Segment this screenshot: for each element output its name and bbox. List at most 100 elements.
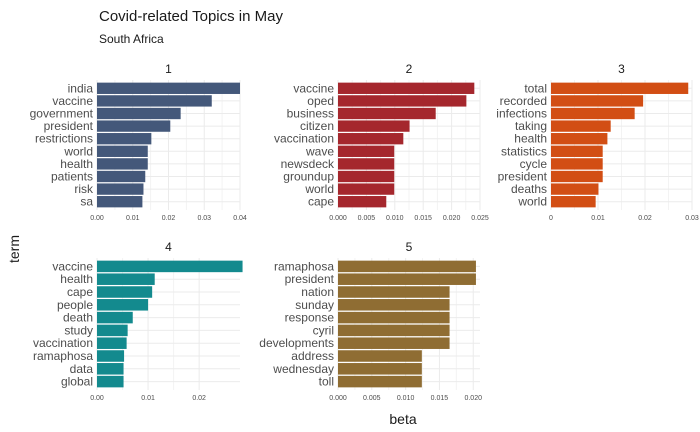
facet-panel-5: ramaphosapresidentnationsundayresponsecy…: [259, 240, 482, 402]
bar-government: [97, 107, 181, 120]
term-label: health: [514, 132, 547, 146]
x-tick-label: 0.015: [431, 395, 449, 402]
x-tick-label: 0.03: [197, 215, 211, 222]
bar-world: [551, 196, 596, 208]
bar-president: [338, 273, 476, 285]
bar-vaccination: [338, 133, 404, 145]
bar-recorded: [551, 95, 644, 107]
x-tick-label: 0.010: [386, 215, 404, 222]
bar-ramaphosa: [338, 260, 476, 273]
bar-risk: [97, 183, 144, 195]
term-label: cyril: [313, 323, 334, 337]
term-label: vaccine: [52, 94, 93, 108]
facet-strip-label: 4: [165, 240, 172, 254]
term-label: risk: [74, 182, 94, 196]
term-label: cape: [67, 285, 93, 299]
term-label: data: [70, 362, 94, 376]
x-tick-label: 0.005: [363, 395, 381, 402]
x-tick-label: 0.025: [471, 215, 489, 222]
x-tick-label: 0.00: [90, 215, 104, 222]
term-label: address: [291, 349, 334, 363]
term-label: president: [498, 170, 548, 184]
bar-world: [338, 183, 395, 195]
bar-health: [97, 158, 148, 170]
term-label: citizen: [300, 119, 334, 133]
term-label: president: [285, 272, 335, 286]
term-label: wednesday: [272, 362, 334, 376]
bar-patients: [97, 170, 146, 183]
x-tick-label: 0.020: [464, 395, 482, 402]
term-label: vaccine: [293, 81, 334, 95]
x-tick-label: 0.000: [329, 395, 347, 402]
term-label: infections: [496, 107, 547, 121]
bar-cape: [97, 286, 153, 298]
bar-president: [97, 120, 171, 132]
bar-cycle: [551, 158, 603, 170]
bar-world: [97, 145, 148, 157]
x-tick-label: 0.020: [443, 215, 461, 222]
x-tick-label: 0.010: [397, 395, 415, 402]
facet-panel-3: totalrecordedinfectionstakinghealthstati…: [496, 62, 699, 222]
term-label: patients: [51, 170, 93, 184]
term-label: india: [68, 81, 94, 95]
bar-vaccination: [97, 337, 127, 349]
x-tick-label: 0.00: [90, 395, 104, 402]
bar-newsdeck: [338, 158, 395, 170]
bar-death: [97, 311, 133, 324]
bar-wave: [338, 145, 395, 157]
term-label: newsdeck: [281, 157, 335, 171]
term-label: nation: [301, 285, 334, 299]
bar-wednesday: [338, 363, 422, 375]
bar-statistics: [551, 145, 603, 157]
bar-taking: [551, 120, 611, 132]
x-tick-label: 0.000: [329, 215, 347, 222]
term-label: oped: [307, 94, 334, 108]
bar-infections: [551, 107, 635, 120]
chart-subtitle: South Africa: [99, 32, 164, 46]
x-tick-label: 0.01: [141, 395, 155, 402]
bar-oped: [338, 95, 467, 107]
bar-cape: [338, 196, 387, 208]
term-label: ramaphosa: [33, 349, 93, 363]
bar-deaths: [551, 183, 599, 195]
term-label: world: [304, 182, 334, 196]
term-label: toll: [319, 375, 334, 389]
term-label: response: [285, 311, 335, 325]
facet-strip-label: 5: [406, 240, 413, 254]
bar-global: [97, 375, 124, 388]
term-label: global: [61, 375, 93, 389]
term-label: cycle: [520, 157, 548, 171]
term-label: sunday: [295, 298, 334, 312]
bar-cyril: [338, 324, 450, 337]
x-tick-label: 0.015: [414, 215, 432, 222]
x-tick-label: 0.04: [233, 215, 247, 222]
bar-response: [338, 311, 450, 324]
facet-panel-1: indiavaccinegovernmentpresidentrestricti…: [30, 62, 247, 222]
term-label: business: [287, 107, 334, 121]
bar-sa: [97, 196, 143, 208]
bar-citizen: [338, 120, 410, 132]
x-tick-label: 0.02: [638, 215, 652, 222]
term-label: people: [57, 298, 93, 312]
term-label: vaccine: [52, 259, 93, 273]
bar-health: [551, 133, 608, 145]
bar-president: [551, 170, 603, 183]
bar-business: [338, 107, 436, 120]
bar-developments: [338, 337, 450, 349]
term-label: world: [517, 195, 547, 209]
term-label: death: [63, 311, 93, 325]
term-label: wave: [305, 144, 334, 158]
bar-groundup: [338, 170, 395, 183]
y-axis-title: term: [6, 235, 22, 263]
bar-address: [338, 350, 422, 362]
bar-vaccine: [97, 260, 243, 273]
bar-people: [97, 299, 149, 311]
term-label: taking: [515, 119, 547, 133]
term-label: restrictions: [35, 132, 93, 146]
term-label: health: [60, 272, 93, 286]
facet-strip-label: 1: [165, 62, 172, 76]
term-label: statistics: [501, 144, 547, 158]
term-label: groundup: [283, 170, 334, 184]
x-tick-label: 0: [549, 215, 553, 222]
